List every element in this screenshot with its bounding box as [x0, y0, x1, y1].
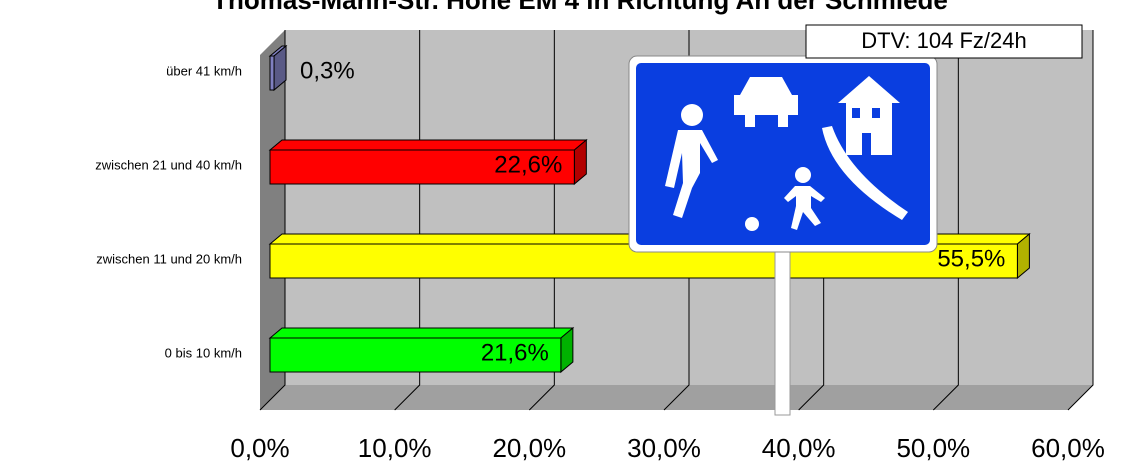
- value-label: 0,3%: [300, 57, 355, 84]
- value-label: 22,6%: [494, 151, 562, 178]
- y-tick-label: zwischen 11 und 20 km/h: [96, 251, 242, 266]
- y-tick-label: zwischen 21 und 40 km/h: [95, 157, 242, 172]
- y-tick-label: 0 bis 10 km/h: [165, 345, 242, 360]
- grid-line: [932, 30, 959, 411]
- bar: [269, 55, 275, 91]
- bar-top: [268, 327, 575, 339]
- x-tick-label: 20,0%: [492, 433, 566, 463]
- x-tick-label: 30,0%: [627, 433, 701, 463]
- x-tick-label: 40,0%: [762, 433, 836, 463]
- sign: [628, 55, 938, 416]
- bar-top: [268, 139, 588, 151]
- sign-pole: [774, 244, 791, 416]
- x-tick-label: 60,0%: [1031, 433, 1105, 463]
- side-wall: [260, 30, 285, 410]
- x-tick-label: 0,0%: [230, 433, 289, 463]
- x-tick-label: 50,0%: [896, 433, 970, 463]
- bar: [269, 337, 562, 373]
- annotation-box: [805, 24, 1083, 59]
- y-tick-label: über 41 km/h: [166, 63, 242, 78]
- value-label: 21,6%: [481, 339, 549, 366]
- chart-title: Thomas-Mann-Str. Höhe EM 4 in Richtung A…: [212, 0, 948, 15]
- x-tick-label: 10,0%: [358, 433, 432, 463]
- value-label: 55,5%: [937, 245, 1005, 272]
- annotation: DTV: 104 Fz/24h: [861, 28, 1026, 53]
- bar: [269, 149, 575, 185]
- grid-line: [1067, 30, 1094, 411]
- sign-icons: [665, 76, 908, 231]
